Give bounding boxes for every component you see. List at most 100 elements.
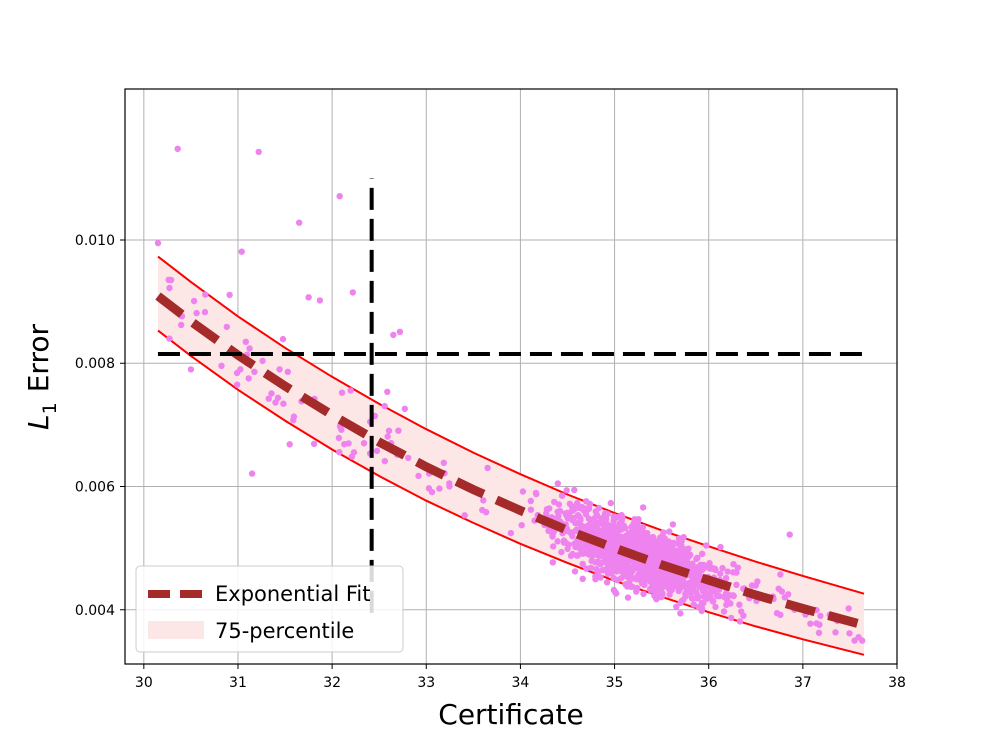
scatter-point <box>585 515 592 522</box>
scatter-point <box>479 506 486 514</box>
scatter-point <box>381 402 388 410</box>
scatter-point <box>166 284 173 292</box>
scatter-point <box>832 629 839 636</box>
scatter-point <box>705 584 712 591</box>
scatter-point <box>446 483 453 490</box>
scatter-point <box>709 598 717 605</box>
scatter-point <box>347 387 354 394</box>
scatter-point <box>436 485 443 492</box>
scatter-point <box>611 539 619 547</box>
scatter-point <box>415 472 422 480</box>
scatter-point <box>738 608 745 615</box>
scatter-point <box>682 590 690 598</box>
scatter-point <box>335 434 343 442</box>
scatter-point <box>599 567 606 574</box>
scatter-point <box>336 449 343 456</box>
scatter-point <box>645 540 652 548</box>
scatter-point <box>717 543 724 551</box>
scatter-point <box>600 558 608 566</box>
scatter-point <box>461 512 468 519</box>
scatter-point <box>484 464 491 472</box>
scatter-point <box>666 591 673 598</box>
scatter-point <box>691 588 699 595</box>
scatter-point <box>572 519 579 527</box>
scatter-point <box>336 193 343 200</box>
scatter-point <box>689 560 696 567</box>
scatter-point <box>276 366 283 373</box>
scatter-point <box>571 568 579 575</box>
scatter-point <box>611 554 618 562</box>
scatter-point <box>238 248 245 255</box>
scatter-point <box>154 239 162 247</box>
scatter-point <box>396 328 404 335</box>
scatter-point <box>310 440 318 447</box>
scatter-point <box>620 522 628 530</box>
scatter-point <box>617 575 625 582</box>
scatter-point <box>699 587 707 595</box>
scatter-point <box>681 553 688 561</box>
scatter-point <box>777 571 784 578</box>
scatter-point <box>385 427 393 434</box>
scatter-point <box>594 528 601 535</box>
scatter-point <box>569 515 576 522</box>
scatter-point <box>690 568 697 576</box>
scatter-point <box>165 276 172 283</box>
scatter-point <box>193 309 200 317</box>
scatter-point <box>622 537 629 544</box>
scatter-point <box>633 584 641 592</box>
scatter-point <box>560 539 568 546</box>
scatter-point <box>673 603 680 610</box>
scatter-point <box>527 506 535 513</box>
scatter-point <box>242 338 249 345</box>
scatter-point <box>373 447 381 455</box>
scatter-point <box>807 620 814 627</box>
scatter-point <box>653 592 660 599</box>
scatter-point <box>187 366 195 373</box>
x-tick-label: 30 <box>135 675 153 691</box>
scatter-point <box>279 335 287 343</box>
scatter-point <box>360 440 368 447</box>
scatter-point <box>634 519 641 526</box>
scatter-point <box>350 449 358 456</box>
scatter-point <box>568 529 575 536</box>
scatter-point <box>674 556 681 564</box>
scatter-point <box>638 567 645 574</box>
scatter-point <box>440 459 447 466</box>
scatter-point <box>624 594 632 601</box>
scatter-point <box>579 575 586 582</box>
scatter-point <box>268 390 275 397</box>
scatter-point <box>255 148 262 156</box>
scatter-point <box>585 551 593 558</box>
scatter-point <box>597 546 605 554</box>
scatter-point <box>736 618 744 625</box>
scatter-point <box>480 497 487 504</box>
scatter-point <box>583 565 590 572</box>
y-tick-label: 0.008 <box>75 356 115 372</box>
scatter-point <box>608 569 615 577</box>
legend-fit-label: Exponential Fit <box>215 582 370 606</box>
scatter-point <box>585 527 593 535</box>
scatter-point <box>679 583 686 590</box>
scatter-point <box>659 590 666 597</box>
scatter-point <box>654 587 662 594</box>
scatter-point <box>284 368 291 375</box>
scatter-points <box>154 145 866 644</box>
scatter-point <box>593 512 601 519</box>
scatter-point <box>647 587 654 594</box>
scatter-point <box>550 543 557 550</box>
scatter-point <box>659 532 666 540</box>
scatter-point <box>290 416 297 424</box>
scatter-point <box>657 579 665 586</box>
scatter-point <box>602 510 609 517</box>
scatter-point <box>638 534 645 541</box>
scatter-point <box>507 529 515 537</box>
scatter-point <box>641 581 648 589</box>
scatter-point <box>527 497 534 505</box>
scatter-point <box>597 574 604 581</box>
scatter-point <box>613 590 620 597</box>
scatter-point <box>619 514 626 522</box>
scatter-point <box>607 499 614 507</box>
scatter-point <box>594 552 601 559</box>
y-axis-ticks: 0.004 0.006 0.008 0.010 <box>75 233 125 619</box>
x-tick-label: 36 <box>700 675 718 691</box>
